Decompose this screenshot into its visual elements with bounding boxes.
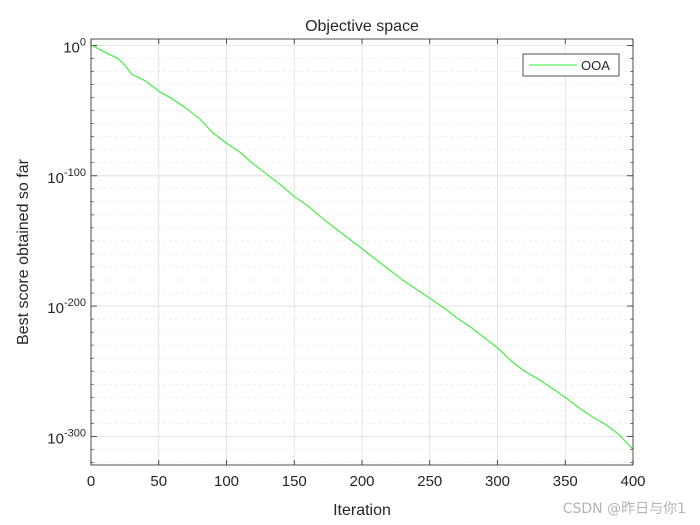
- x-tick-label: 250: [417, 473, 442, 490]
- x-tick-labels: 0 50 100 150 200 250 300 350 400: [87, 473, 646, 490]
- grid: [90, 39, 634, 465]
- x-tick-label: 300: [485, 473, 510, 490]
- x-tick-label: 0: [87, 473, 95, 490]
- x-tick-label: 50: [150, 473, 167, 490]
- plot-frame: [90, 38, 634, 466]
- x-tick-label: 400: [620, 473, 645, 490]
- chart-title: Objective space: [305, 18, 419, 35]
- y-tick-exponent: -100: [64, 167, 86, 179]
- y-tick-base: 10: [47, 430, 64, 447]
- x-tick-label: 100: [214, 473, 239, 490]
- y-axis-ticks: [91, 45, 633, 463]
- legend: OOA: [522, 53, 620, 77]
- y-tick-exponent: -200: [64, 297, 86, 309]
- y-tick-base: 10: [47, 300, 64, 317]
- x-tick-label: 200: [349, 473, 374, 490]
- series-line-ooa: [92, 45, 634, 450]
- y-tick-exponent: -300: [64, 427, 86, 439]
- x-axis-label: Iteration: [333, 502, 391, 519]
- y-tick-label: 10-100: [47, 167, 86, 187]
- y-tick-label: 10-300: [47, 427, 86, 447]
- x-tick-label: 150: [282, 473, 307, 490]
- y-tick-base: 10: [63, 40, 80, 57]
- y-tick-exponent: 0: [80, 37, 86, 49]
- series-group: [92, 45, 634, 450]
- x-tick-label: 350: [553, 473, 578, 490]
- watermark: CSDN @昨日与你1: [563, 501, 686, 517]
- y-tick-label: 10-200: [47, 297, 86, 317]
- y-tick-label: 100: [63, 37, 86, 57]
- y-axis-label: Best score obtained so far: [15, 158, 32, 345]
- y-tick-base: 10: [47, 170, 64, 187]
- legend-label-ooa: OOA: [581, 58, 610, 73]
